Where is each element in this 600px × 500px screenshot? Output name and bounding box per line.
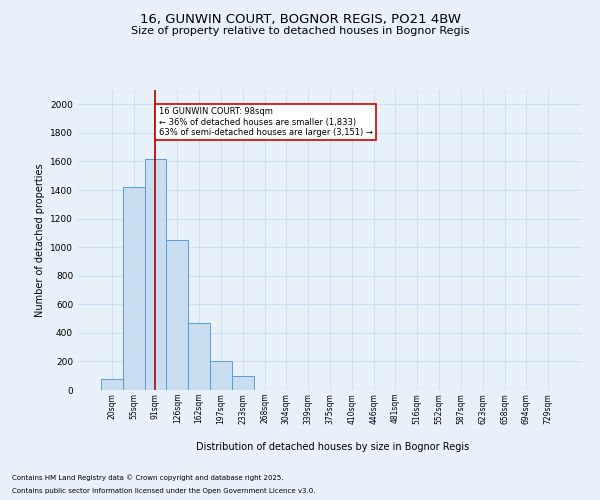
Text: 16 GUNWIN COURT: 98sqm
← 36% of detached houses are smaller (1,833)
63% of semi-: 16 GUNWIN COURT: 98sqm ← 36% of detached… bbox=[159, 107, 373, 137]
Text: Contains public sector information licensed under the Open Government Licence v3: Contains public sector information licen… bbox=[12, 488, 316, 494]
Y-axis label: Number of detached properties: Number of detached properties bbox=[35, 163, 44, 317]
Bar bbox=[145, 158, 166, 390]
Bar bbox=[166, 240, 188, 390]
Bar bbox=[123, 187, 145, 390]
Bar bbox=[210, 360, 232, 390]
Text: 16, GUNWIN COURT, BOGNOR REGIS, PO21 4BW: 16, GUNWIN COURT, BOGNOR REGIS, PO21 4BW bbox=[139, 12, 461, 26]
Bar bbox=[232, 376, 254, 390]
Text: Distribution of detached houses by size in Bognor Regis: Distribution of detached houses by size … bbox=[196, 442, 470, 452]
Text: Size of property relative to detached houses in Bognor Regis: Size of property relative to detached ho… bbox=[131, 26, 469, 36]
Text: Contains HM Land Registry data © Crown copyright and database right 2025.: Contains HM Land Registry data © Crown c… bbox=[12, 474, 284, 481]
Bar bbox=[188, 323, 210, 390]
Bar bbox=[101, 380, 123, 390]
